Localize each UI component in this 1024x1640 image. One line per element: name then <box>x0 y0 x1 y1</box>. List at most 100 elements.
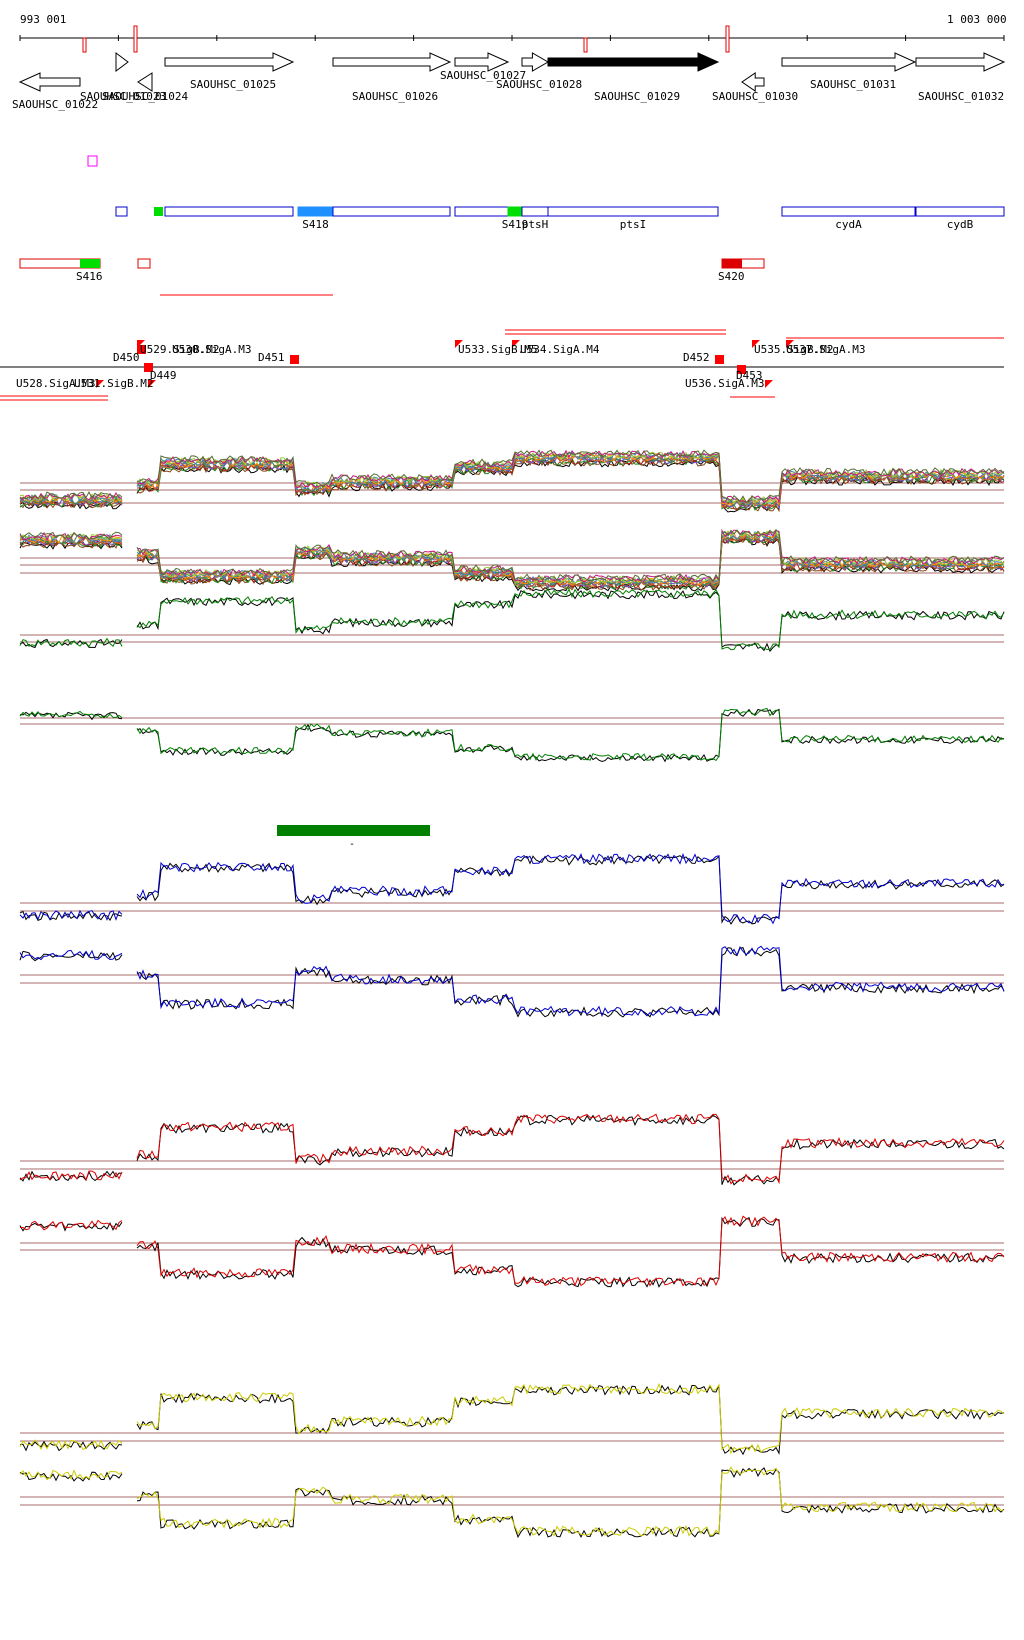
annotation-label: S419 <box>502 218 529 231</box>
expression-line <box>19 945 1005 1018</box>
expression-line <box>19 947 1005 1018</box>
segment-label: S416 <box>76 270 103 283</box>
annotation-box[interactable] <box>507 206 523 217</box>
annotation-box[interactable] <box>164 206 294 217</box>
upstream-tri <box>786 340 794 348</box>
upstream-tri <box>765 380 773 388</box>
gene-label: SAOUHSC_01026 <box>352 90 438 103</box>
expression-line <box>19 1113 1005 1185</box>
gene-label: SAOUHSC_01030 <box>712 90 798 103</box>
annotation-label: cydA <box>835 218 862 231</box>
upstream-marker <box>715 355 724 364</box>
annotation-green-marker <box>154 207 163 216</box>
expression-line <box>19 707 1005 762</box>
annotation-label: ptsI <box>620 218 647 231</box>
ruler-markers <box>82 25 730 53</box>
gene-arrow[interactable] <box>915 52 1006 72</box>
segment-fill <box>80 259 100 268</box>
upstream-label: D451 <box>258 351 285 364</box>
annotation-box[interactable] <box>297 206 334 217</box>
annotation-box[interactable] <box>332 206 451 217</box>
green-legend-bar <box>277 825 430 836</box>
annotation-box[interactable] <box>547 206 719 217</box>
upstream-tri <box>137 340 145 348</box>
gene-label: SAOUHSC_01029 <box>594 90 680 103</box>
expression-track <box>19 1113 1005 1186</box>
expression-line <box>20 1215 1005 1287</box>
annotation-box[interactable] <box>915 206 1005 217</box>
expression-line <box>19 852 1005 925</box>
genome-ruler <box>19 35 1005 41</box>
upstream-marker <box>290 355 299 364</box>
gene-label: SAOUHSC_01025 <box>190 78 276 91</box>
expression-line <box>19 1382 1005 1455</box>
coord-start: 993 001 <box>20 13 66 26</box>
upstream-label: U528.SigA.M3 <box>16 377 95 390</box>
segment-track: S416 S420 <box>19 258 765 283</box>
annotation-box[interactable] <box>454 206 509 217</box>
upstream-label: D449 <box>150 369 177 382</box>
gene-arrow[interactable] <box>332 52 452 72</box>
gene-arrow[interactable] <box>454 52 510 72</box>
segment-box[interactable] <box>137 258 151 269</box>
upstream-label: U533.SigB.M5 <box>458 343 537 356</box>
expression-track <box>19 852 1005 925</box>
annotation-label: S418 <box>302 218 329 231</box>
upstream-label: U530.SigA.M3 <box>172 343 251 356</box>
annotation-box[interactable] <box>781 206 916 217</box>
upstream-tri <box>512 340 520 348</box>
upstream-label: U534.SigA.M4 <box>520 343 600 356</box>
gene-labels: SAOUHSC_01022SAOUHSC_01023SAOUHSC_01024S… <box>12 69 1004 111</box>
upstream-marker <box>137 345 146 354</box>
upstream-label: D453 <box>736 369 763 382</box>
gene-arrow[interactable] <box>164 52 295 72</box>
expression-line <box>19 449 1005 504</box>
annotation-box[interactable] <box>115 206 128 217</box>
expression-track <box>19 1382 1005 1456</box>
upstream-tri <box>752 340 760 348</box>
upstream-label: U536.SigA.M3 <box>685 377 764 390</box>
gene-arrow[interactable] <box>547 52 720 72</box>
gene-arrow[interactable] <box>18 72 81 92</box>
magenta-marker <box>87 155 98 167</box>
expression-line <box>19 589 1005 653</box>
upstream-label: U535.SigB.M2 <box>754 343 833 356</box>
gene-label: SAOUHSC_01032 <box>918 90 1004 103</box>
segment-label: S420 <box>718 270 745 283</box>
expression-line <box>19 1216 1005 1288</box>
upstream-tri <box>148 380 156 388</box>
expression-track <box>19 588 1005 653</box>
gene-arrow[interactable] <box>781 52 917 72</box>
segment-fill <box>722 259 742 268</box>
expression-line <box>19 530 1005 584</box>
gene-arrow[interactable] <box>115 52 129 72</box>
gene-arrow[interactable] <box>137 72 153 92</box>
gene-label: SAOUHSC_01027 <box>440 69 526 82</box>
upstream-marker <box>737 365 746 374</box>
upstream-label: U531.SigB.M2 <box>74 377 153 390</box>
expression-line <box>19 528 1004 582</box>
gene-label: SAOUHSC_01028 <box>496 78 582 91</box>
gene-arrow[interactable] <box>521 52 550 72</box>
upstream-tri <box>96 380 104 388</box>
upstream-lines <box>0 294 1004 401</box>
coord-end: 1 003 000 <box>947 13 1007 26</box>
annotation-label: ptsH <box>522 218 549 231</box>
expression-line <box>19 708 1005 763</box>
expression-line <box>19 1467 1005 1539</box>
expression-line <box>19 1466 1005 1537</box>
upstream-tri <box>455 340 463 348</box>
gene-label: SAOUHSC_01023 <box>80 90 166 103</box>
upstream-label: D450 <box>113 351 140 364</box>
legend-dash: - <box>349 839 355 850</box>
annotation-box[interactable] <box>521 206 549 217</box>
gene-track <box>18 52 1006 92</box>
upstream-marker <box>144 363 153 372</box>
expression-track <box>19 945 1005 1018</box>
upstream-label: U529.SigB.M2 <box>140 343 219 356</box>
expression-track <box>19 1466 1005 1539</box>
gene-arrow[interactable] <box>741 72 765 92</box>
